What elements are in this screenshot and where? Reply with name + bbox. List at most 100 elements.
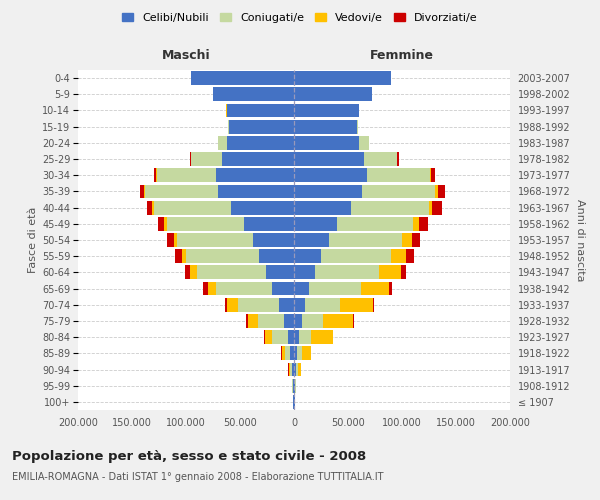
Bar — [186, 250, 259, 263]
Bar — [431, 168, 436, 182]
Bar — [351, 200, 429, 214]
Bar — [294, 362, 296, 376]
Bar — [191, 71, 294, 85]
Bar — [238, 298, 279, 312]
Bar — [432, 200, 442, 214]
Bar — [302, 314, 323, 328]
Bar — [272, 282, 294, 296]
Bar — [144, 184, 145, 198]
Legend: Celibi/Nubili, Coniugati/e, Vedovi/e, Divorziati/e: Celibi/Nubili, Coniugati/e, Vedovi/e, Di… — [118, 8, 482, 27]
Bar — [216, 282, 272, 296]
Y-axis label: Anni di nascita: Anni di nascita — [575, 198, 584, 281]
Bar — [164, 217, 167, 230]
Bar — [379, 266, 401, 280]
Bar — [294, 104, 359, 118]
Bar — [294, 250, 321, 263]
Bar — [221, 152, 294, 166]
Bar — [281, 346, 285, 360]
Bar — [367, 168, 430, 182]
Bar — [337, 217, 413, 230]
Bar — [364, 152, 397, 166]
Bar — [293, 379, 294, 392]
Bar — [284, 314, 294, 328]
Bar — [154, 168, 156, 182]
Bar — [373, 298, 374, 312]
Bar — [362, 184, 436, 198]
Bar — [146, 200, 152, 214]
Bar — [218, 136, 227, 149]
Bar — [294, 314, 302, 328]
Bar — [218, 184, 294, 198]
Bar — [229, 120, 294, 134]
Bar — [289, 362, 290, 376]
Bar — [190, 266, 197, 280]
Bar — [247, 314, 248, 328]
Bar — [389, 282, 392, 296]
Bar — [154, 200, 232, 214]
Bar — [294, 266, 314, 280]
Bar — [216, 168, 294, 182]
Bar — [213, 88, 294, 101]
Bar — [290, 346, 294, 360]
Bar — [294, 298, 305, 312]
Bar — [294, 184, 362, 198]
Bar — [290, 362, 292, 376]
Bar — [292, 362, 294, 376]
Bar — [287, 330, 294, 344]
Bar — [401, 266, 406, 280]
Bar — [232, 200, 294, 214]
Bar — [292, 379, 293, 392]
Bar — [175, 250, 182, 263]
Bar — [208, 282, 216, 296]
Bar — [259, 250, 294, 263]
Bar — [296, 362, 298, 376]
Text: EMILIA-ROMAGNA - Dati ISTAT 1° gennaio 2008 - Elaborazione TUTTITALIA.IT: EMILIA-ROMAGNA - Dati ISTAT 1° gennaio 2… — [12, 472, 383, 482]
Bar — [413, 217, 419, 230]
Bar — [294, 136, 359, 149]
Bar — [294, 71, 391, 85]
Bar — [356, 120, 358, 134]
Bar — [294, 217, 337, 230]
Bar — [429, 200, 432, 214]
Bar — [227, 136, 294, 149]
Bar — [248, 314, 259, 328]
Bar — [309, 282, 361, 296]
Bar — [294, 282, 309, 296]
Bar — [294, 233, 329, 247]
Bar — [191, 152, 221, 166]
Bar — [167, 233, 174, 247]
Bar — [294, 120, 356, 134]
Bar — [294, 88, 372, 101]
Bar — [402, 233, 412, 247]
Bar — [253, 233, 294, 247]
Text: Popolazione per età, sesso e stato civile - 2008: Popolazione per età, sesso e stato civil… — [12, 450, 366, 463]
Bar — [419, 217, 428, 230]
Bar — [436, 184, 437, 198]
Bar — [359, 136, 368, 149]
Bar — [297, 346, 302, 360]
Bar — [185, 266, 190, 280]
Bar — [437, 184, 445, 198]
Bar — [203, 282, 208, 296]
Bar — [197, 266, 266, 280]
Bar — [391, 250, 406, 263]
Bar — [228, 120, 229, 134]
Bar — [227, 298, 238, 312]
Bar — [294, 168, 367, 182]
Bar — [412, 233, 421, 247]
Bar — [272, 330, 287, 344]
Bar — [340, 298, 373, 312]
Bar — [225, 298, 227, 312]
Bar — [361, 282, 389, 296]
Bar — [152, 200, 154, 214]
Bar — [397, 152, 398, 166]
Bar — [279, 298, 294, 312]
Bar — [299, 330, 311, 344]
Bar — [157, 168, 216, 182]
Bar — [294, 200, 351, 214]
Bar — [182, 250, 186, 263]
Bar — [353, 314, 354, 328]
Bar — [178, 233, 253, 247]
Bar — [305, 298, 340, 312]
Bar — [323, 314, 353, 328]
